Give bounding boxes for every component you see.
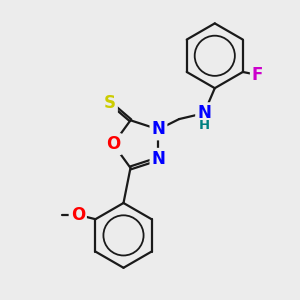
Text: N: N: [152, 120, 165, 138]
Text: O: O: [71, 206, 85, 224]
Text: F: F: [252, 66, 263, 84]
Text: H: H: [199, 119, 210, 132]
Text: S: S: [104, 94, 116, 112]
Text: O: O: [106, 135, 120, 153]
Text: N: N: [197, 104, 211, 122]
Text: N: N: [152, 150, 165, 168]
